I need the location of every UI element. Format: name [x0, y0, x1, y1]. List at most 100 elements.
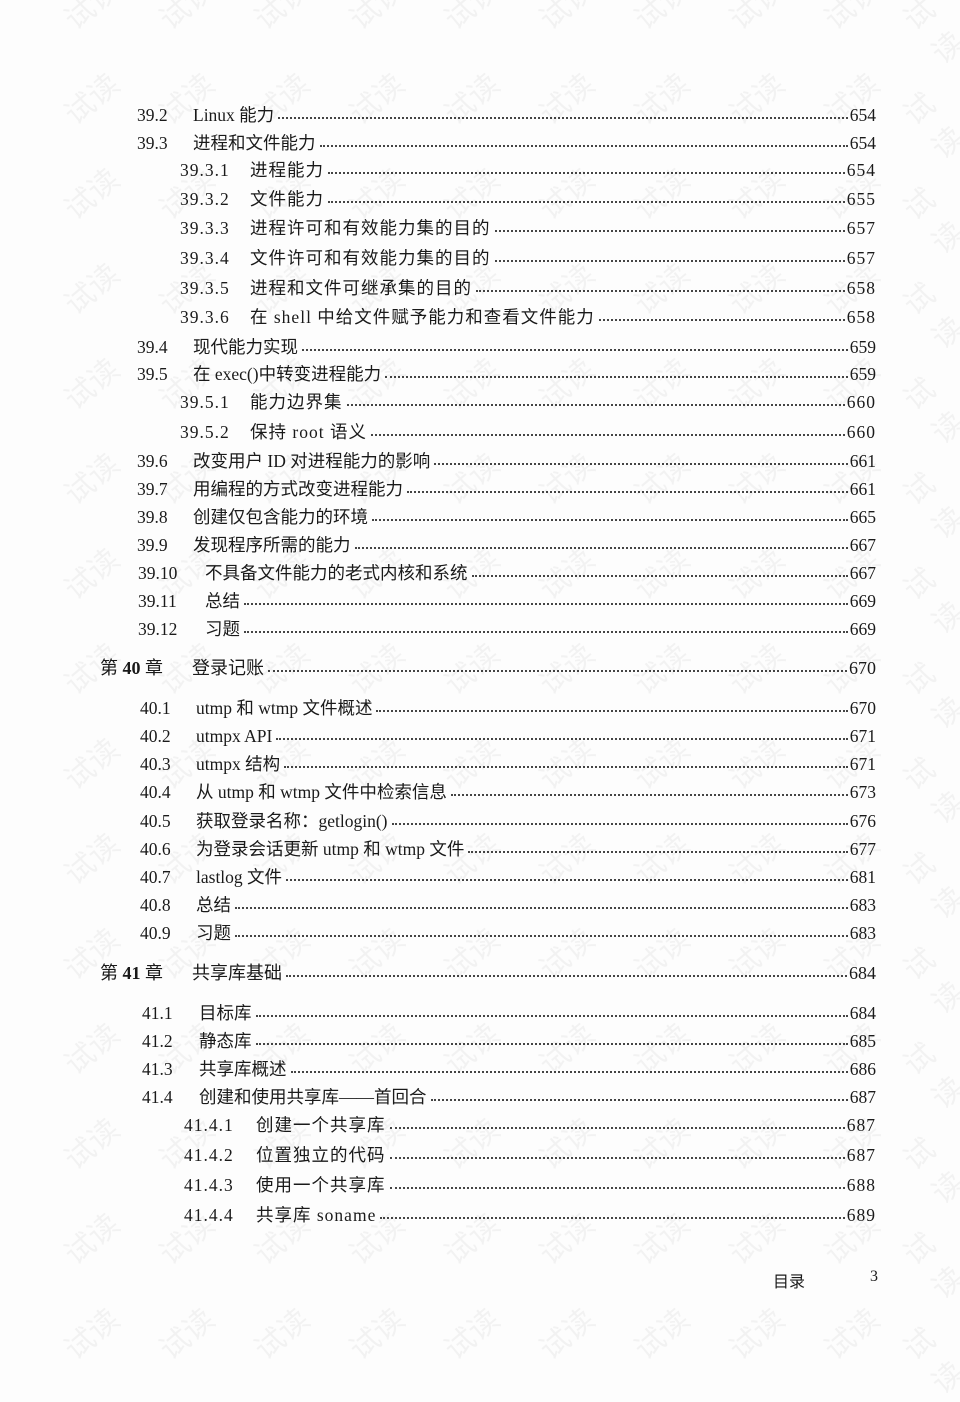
toc-entry[interactable]: 39.5.2 保持 root 语义 660 [0, 420, 960, 444]
entry-title: Linux 能力 [193, 105, 275, 125]
entry-number: 39.10 [138, 563, 178, 583]
entry-number: 40.8 [140, 895, 171, 915]
entry-number: 39.6 [137, 451, 168, 471]
dot-leader [244, 617, 848, 633]
entry-title-line: 为登录会话更新 utmp 和 wtmp 文件 677 [196, 837, 876, 861]
toc-entry[interactable]: 40.8 总结 683 [0, 893, 960, 917]
watermark: 试读 [528, 1296, 602, 1368]
toc-entry[interactable]: 40.9 习题 683 [0, 921, 960, 945]
entry-number: 40.9 [140, 923, 171, 943]
entry-number: 39.3 [137, 133, 168, 153]
entry-title-line: 创建仅包含能力的环境 665 [193, 505, 876, 529]
entry-page-number: 660 [846, 422, 876, 442]
toc-entry[interactable]: 41.4.3 使用一个共享库 688 [0, 1173, 960, 1197]
toc-entry[interactable]: 39.3.5 进程和文件可继承集的目的 658 [0, 276, 960, 300]
toc-entry[interactable]: 40.7 lastlog 文件 681 [0, 865, 960, 889]
entry-title: 进程和文件能力 [193, 133, 316, 153]
toc-entry[interactable]: 39.3 进程和文件能力 654 [0, 131, 960, 155]
entry-number: 39.3.6 [180, 307, 230, 327]
toc-entry[interactable]: 39.9 发现程序所需的能力 667 [0, 533, 960, 557]
toc-entry[interactable]: 39.3.1 进程能力 654 [0, 158, 960, 182]
entry-title: 能力边界集 [250, 392, 343, 412]
toc-entry[interactable]: 39.2 Linux 能力 654 [0, 103, 960, 127]
watermark: 试读 [718, 0, 792, 38]
dot-leader [235, 893, 848, 909]
toc-entry[interactable]: 41.3 共享库概述 686 [0, 1057, 960, 1081]
toc-entry[interactable]: 39.6 改变用户 ID 对进程能力的影响 661 [0, 449, 960, 473]
chapter-suffix: 章 [145, 658, 163, 678]
entry-title: 使用一个共享库 [256, 1175, 386, 1195]
entry-number: 39.5.2 [180, 422, 230, 442]
toc-chapter-entry[interactable]: 第 40 章 登录记账 670 [0, 656, 960, 680]
watermark: 试读 [53, 1296, 127, 1368]
toc-entry[interactable]: 40.2 utmpx API 671 [0, 724, 960, 748]
entry-title: 习题 [196, 923, 231, 943]
toc-entry[interactable]: 40.6 为登录会话更新 utmp 和 wtmp 文件 677 [0, 837, 960, 861]
watermark: 试读 [433, 0, 507, 38]
entry-title-line: 在 exec()中转变进程能力 659 [193, 362, 876, 386]
entry-page-number: 688 [846, 1175, 876, 1195]
toc-entry[interactable]: 40.3 utmpx 结构 671 [0, 752, 960, 776]
entry-title: 登录记账 [192, 658, 264, 678]
dot-leader [380, 1203, 845, 1219]
toc-entry[interactable]: 39.3.2 文件能力 655 [0, 187, 960, 211]
toc-entry[interactable]: 39.5.1 能力边界集 660 [0, 390, 960, 414]
dot-leader [302, 335, 848, 351]
toc-entry[interactable]: 41.4.1 创建一个共享库 687 [0, 1113, 960, 1137]
entry-number: 39.4 [137, 337, 168, 357]
toc-entry[interactable]: 39.3.3 进程许可和有效能力集的目的 657 [0, 216, 960, 240]
entry-title-line: 从 utmp 和 wtmp 文件中检索信息 673 [196, 780, 876, 804]
entry-title-line: 共享库基础 684 [192, 961, 876, 985]
dot-leader [268, 656, 847, 672]
toc-chapter-entry[interactable]: 第 41 章 共享库基础 684 [0, 961, 960, 985]
dot-leader [354, 533, 848, 549]
dot-leader [278, 103, 848, 119]
dot-leader [450, 780, 848, 796]
toc-entry[interactable]: 41.4.4 共享库 soname 689 [0, 1203, 960, 1227]
entry-title: 文件能力 [250, 189, 324, 209]
toc-entry[interactable]: 41.4.2 位置独立的代码 687 [0, 1143, 960, 1167]
entry-title: 创建仅包含能力的环境 [193, 507, 368, 527]
toc-entry[interactable]: 39.5 在 exec()中转变进程能力 659 [0, 362, 960, 386]
watermark: 试读 [148, 0, 222, 38]
entry-title: 习题 [205, 619, 240, 639]
toc-entry[interactable]: 39.3.4 文件许可和有效能力集的目的 657 [0, 246, 960, 270]
entry-page-number: 669 [849, 591, 876, 611]
toc-entry[interactable]: 39.3.6 在 shell 中给文件赋予能力和查看文件能力 658 [0, 305, 960, 329]
toc-entry[interactable]: 41.1 目标库 684 [0, 1001, 960, 1025]
toc-entry[interactable]: 39.4 现代能力实现 659 [0, 335, 960, 359]
toc-entry[interactable]: 40.5 获取登录名称：getlogin() 676 [0, 809, 960, 833]
entry-title-line: 在 shell 中给文件赋予能力和查看文件能力 658 [250, 305, 876, 329]
dot-leader [284, 752, 848, 768]
entry-number: 41.4.2 [184, 1145, 234, 1165]
entry-number: 40.7 [140, 867, 171, 887]
toc-entry[interactable]: 41.2 静态库 685 [0, 1029, 960, 1053]
toc-entry[interactable]: 39.12 习题 669 [0, 617, 960, 641]
dot-leader [255, 1001, 848, 1017]
entry-title: 位置独立的代码 [256, 1145, 386, 1165]
entry-title: 创建和使用共享库——首回合 [199, 1087, 427, 1107]
entry-title-line: 习题 683 [196, 921, 876, 945]
entry-number: 39.8 [137, 507, 168, 527]
toc-entry[interactable]: 41.4 创建和使用共享库——首回合 687 [0, 1085, 960, 1109]
entry-number: 39.3.3 [180, 218, 230, 238]
entry-title: 用编程的方式改变进程能力 [193, 479, 403, 499]
dot-leader [346, 390, 845, 406]
toc-entry[interactable]: 39.7 用编程的方式改变进程能力 661 [0, 477, 960, 501]
entry-title-line: 获取登录名称：getlogin() 676 [196, 809, 876, 833]
entry-title: 改变用户 ID 对进程能力的影响 [193, 451, 431, 471]
toc-entry[interactable]: 40.1 utmp 和 wtmp 文件概述 670 [0, 696, 960, 720]
entry-number: 39.5.1 [180, 392, 230, 412]
entry-number: 第 40 章 [100, 656, 163, 680]
watermark: 试读 [813, 1296, 887, 1368]
toc-entry[interactable]: 40.4 从 utmp 和 wtmp 文件中检索信息 673 [0, 780, 960, 804]
entry-title-line: 用编程的方式改变进程能力 661 [193, 477, 876, 501]
entry-title: 进程能力 [250, 160, 324, 180]
entry-title: 共享库 soname [256, 1205, 377, 1225]
toc-entry[interactable]: 39.8 创建仅包含能力的环境 665 [0, 505, 960, 529]
toc-entry[interactable]: 39.10 不具备文件能力的老式内核和系统 667 [0, 561, 960, 585]
dot-leader [494, 246, 845, 262]
entry-number: 第 41 章 [100, 961, 163, 985]
toc-entry[interactable]: 39.11 总结 669 [0, 589, 960, 613]
footer-label: 目录 [773, 1274, 806, 1291]
